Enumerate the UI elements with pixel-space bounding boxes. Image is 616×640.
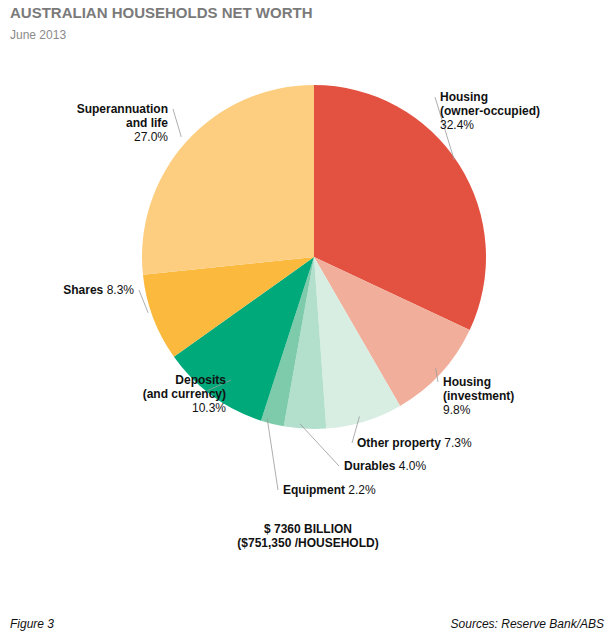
svg-text:Deposits(and currency)10.3%: Deposits(and currency)10.3%	[143, 373, 227, 415]
svg-text:Other property 7.3%: Other property 7.3%	[357, 436, 472, 450]
html-text:($751,350 /HOUSEHOLD): ($751,350 /HOUSEHOLD)	[237, 536, 379, 550]
svg-text:Shares 8.3%: Shares 8.3%	[63, 283, 134, 297]
html-text:$ 7360 BILLION: $ 7360 BILLION	[264, 522, 352, 536]
svg-text:Durables 4.0%: Durables 4.0%	[344, 459, 426, 473]
html-text:AUSTRALIAN HOUSEHOLDS NET WORT: AUSTRALIAN HOUSEHOLDS NET WORTH	[10, 4, 313, 21]
html-text:Sources: Reserve Bank/ABS: Sources: Reserve Bank/ABS	[450, 617, 604, 631]
svg-text:Superannuationand life27.0%: Superannuationand life27.0%	[77, 102, 169, 144]
svg-text:Equipment 2.2%: Equipment 2.2%	[283, 483, 376, 497]
svg-text:Housing(investment)9.8%: Housing(investment)9.8%	[443, 375, 514, 417]
html-text:June 2013: June 2013	[10, 28, 67, 42]
html-text:Figure 3: Figure 3	[10, 617, 54, 631]
svg-text:Housing(owner-occupied)32.4%: Housing(owner-occupied)32.4%	[440, 90, 540, 132]
